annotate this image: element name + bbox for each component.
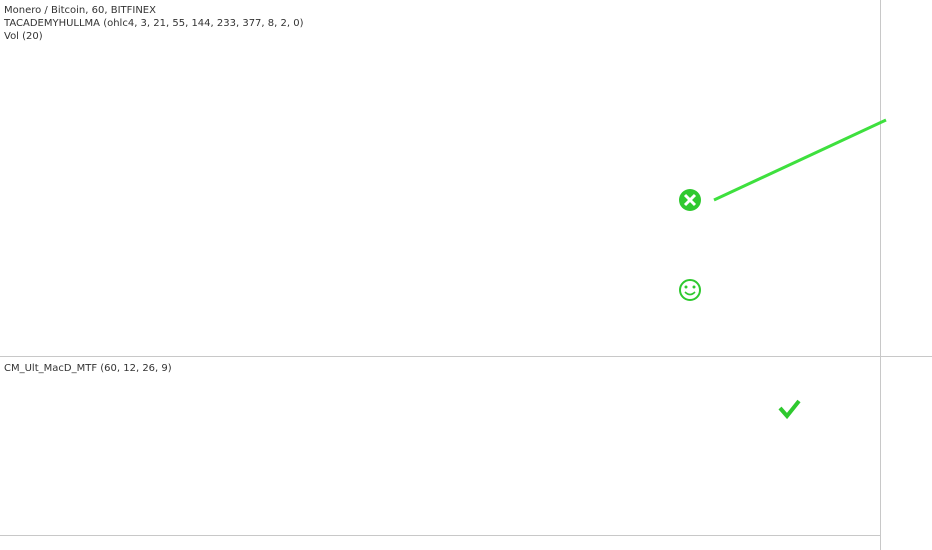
label-layer: Monero / Bitcoin, 60, BITFINEX TACADEMYH…	[3, 5, 304, 374]
smiley-icon	[679, 279, 701, 301]
trend-line-drawing	[713, 118, 887, 202]
cross-icon	[679, 189, 701, 211]
check-icon	[778, 399, 801, 420]
indicator-legend: TACADEMYHULLMA (ohlc4, 3, 21, 55, 144, 2…	[3, 18, 304, 29]
chart-title: Monero / Bitcoin, 60, BITFINEX	[4, 5, 156, 16]
volume-legend: Vol (20)	[4, 31, 43, 42]
macd-legend: CM_Ult_MacD_MTF (60, 12, 26, 9)	[4, 363, 172, 374]
